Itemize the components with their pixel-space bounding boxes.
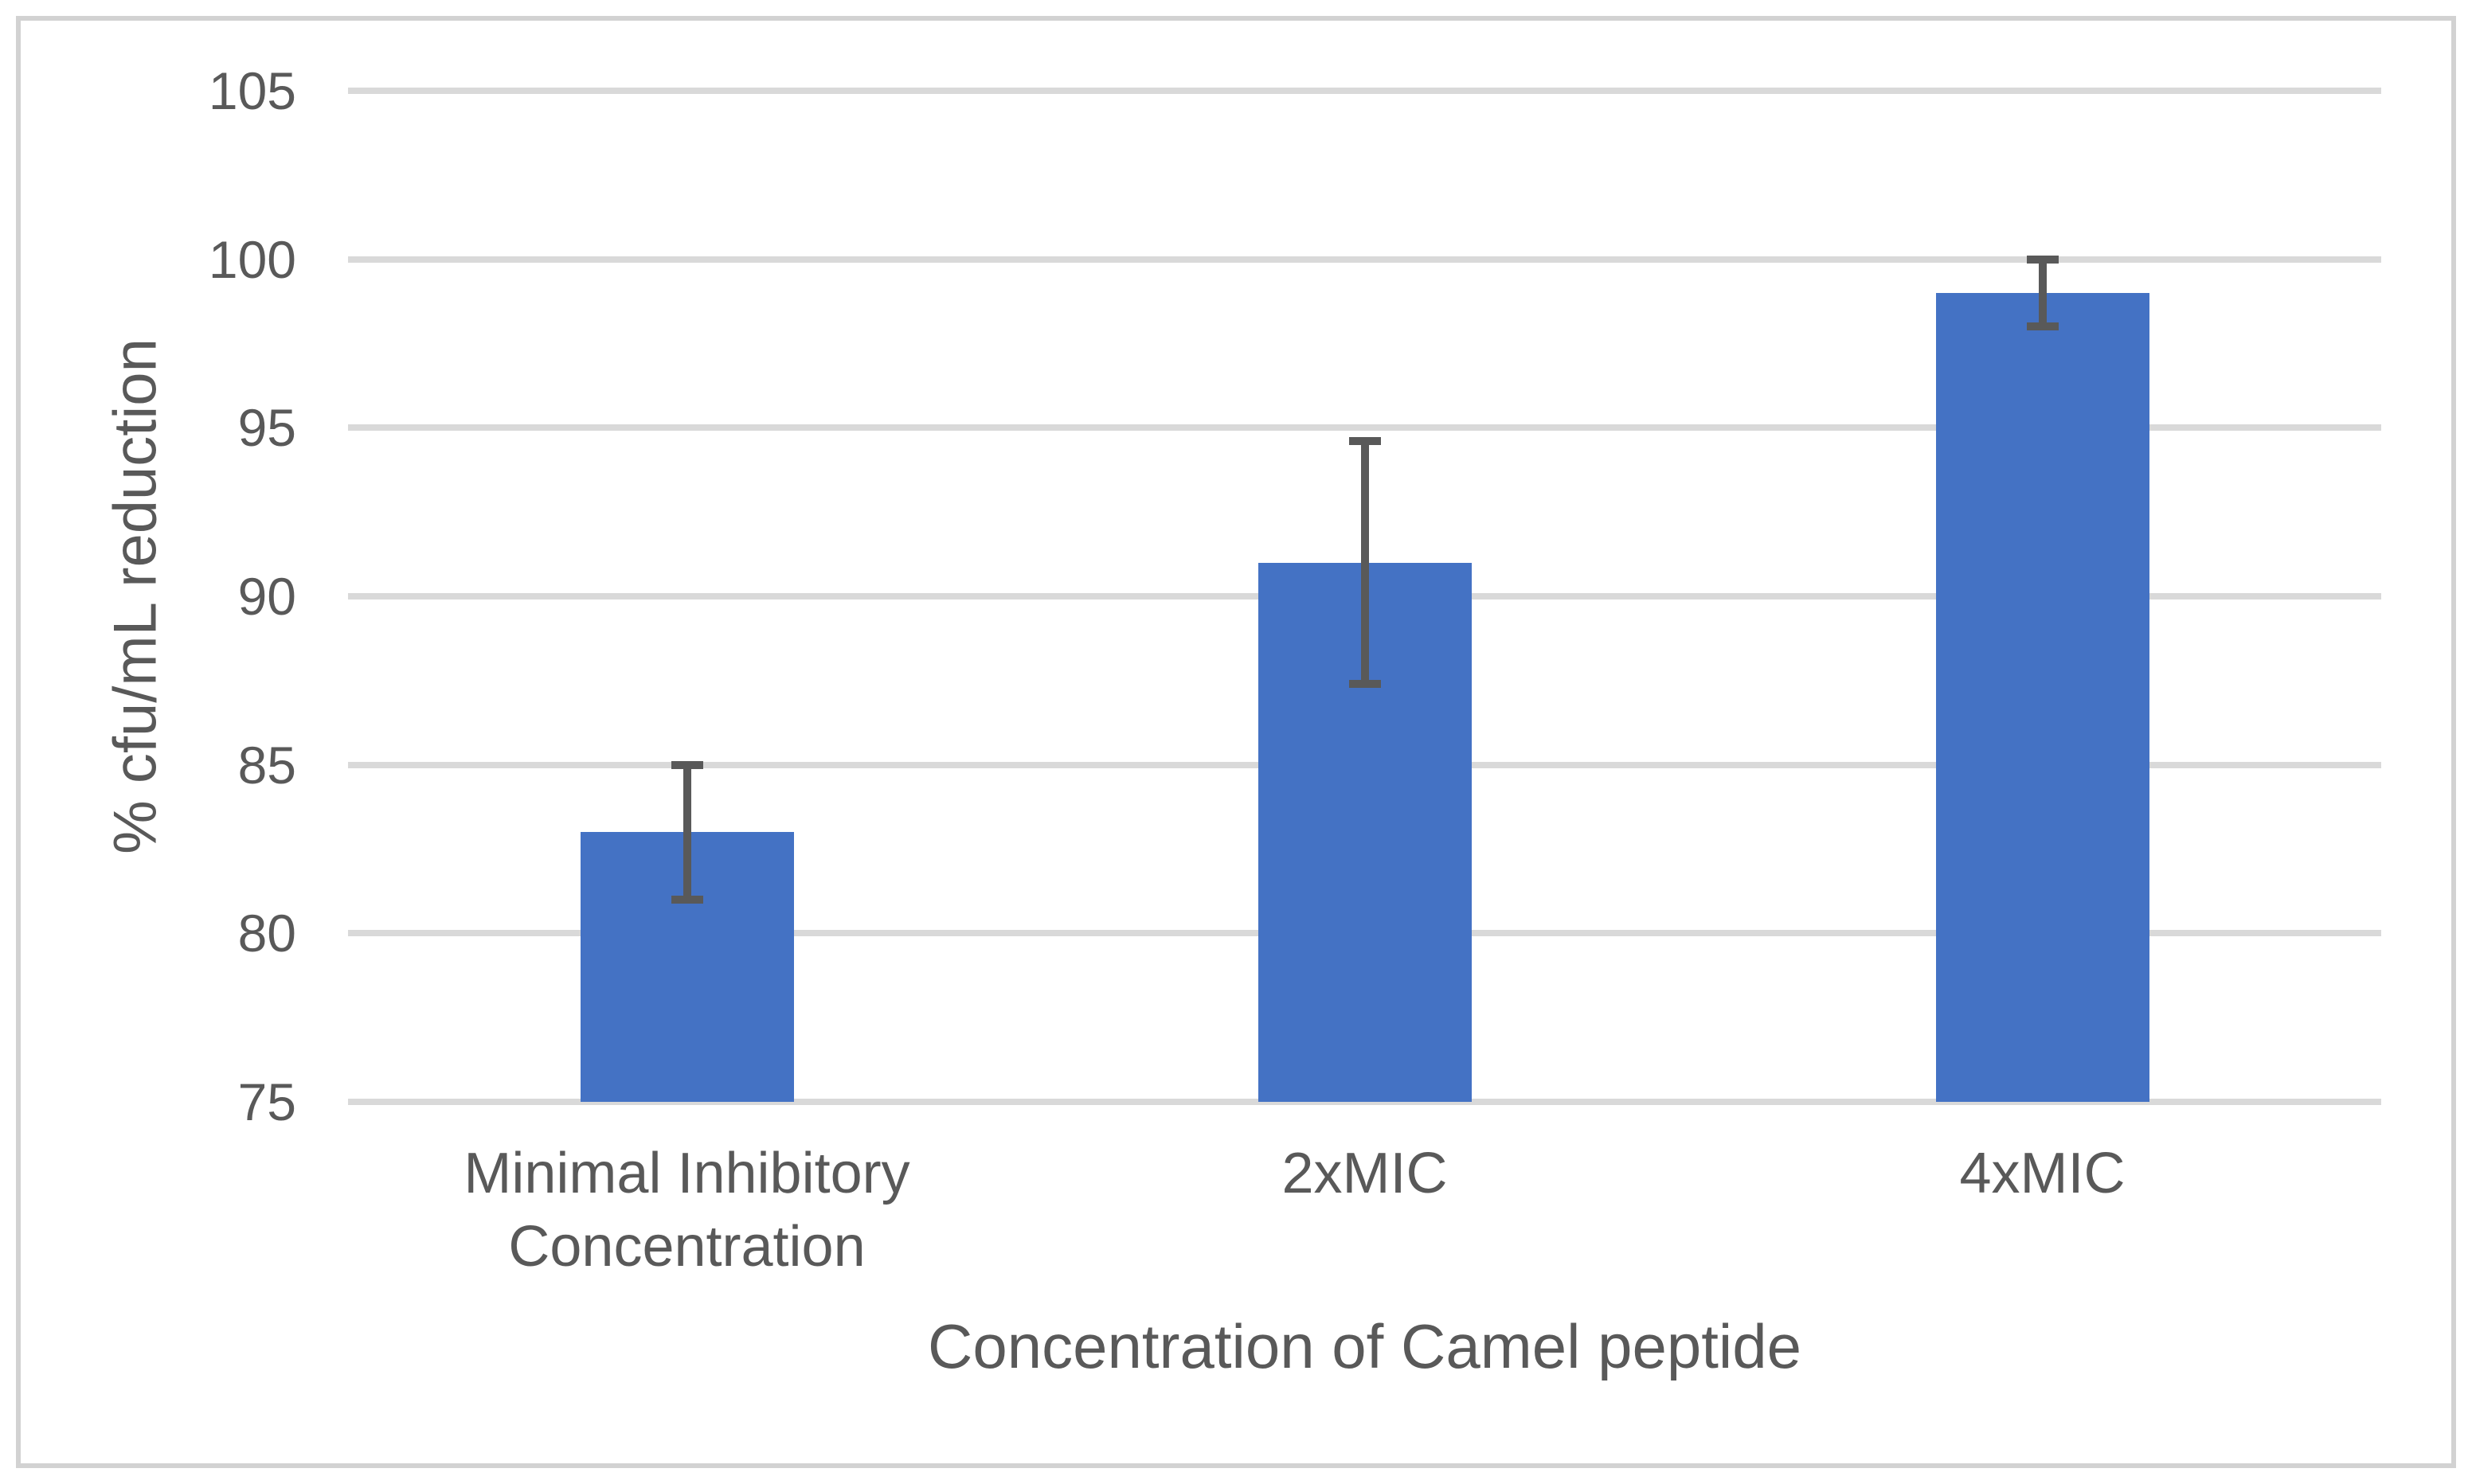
category-label: 2xMIC — [1281, 1142, 1448, 1205]
bar — [1935, 293, 2149, 1102]
category-label: Minimal Inhibitory Concentration — [463, 1142, 910, 1279]
gridline — [348, 88, 2381, 94]
error-bar-cap — [671, 896, 703, 904]
error-bar — [1360, 441, 1369, 685]
y-tick-label: 90 — [237, 567, 296, 626]
gridline — [348, 424, 2381, 432]
error-bar-cap — [1348, 680, 1381, 689]
x-axis-title: Concentration of Camel peptide — [928, 1311, 1801, 1381]
gridline — [348, 256, 2381, 263]
error-bar-cap — [2026, 322, 2059, 331]
error-bar — [2038, 259, 2047, 327]
y-tick-label: 100 — [208, 229, 296, 289]
error-bar-cap — [2026, 255, 2059, 264]
plot-area — [348, 88, 2381, 1105]
gridline — [348, 1099, 2381, 1105]
y-tick-label: 105 — [208, 61, 296, 120]
y-tick-label: 95 — [237, 398, 296, 458]
error-bar — [683, 764, 691, 900]
y-tick-label: 80 — [237, 904, 296, 963]
y-tick-label: 75 — [237, 1072, 296, 1131]
error-bar-cap — [671, 760, 703, 769]
error-bar-cap — [1348, 437, 1381, 446]
y-tick-label: 85 — [237, 735, 296, 795]
category-label: 4xMIC — [1959, 1142, 2126, 1205]
